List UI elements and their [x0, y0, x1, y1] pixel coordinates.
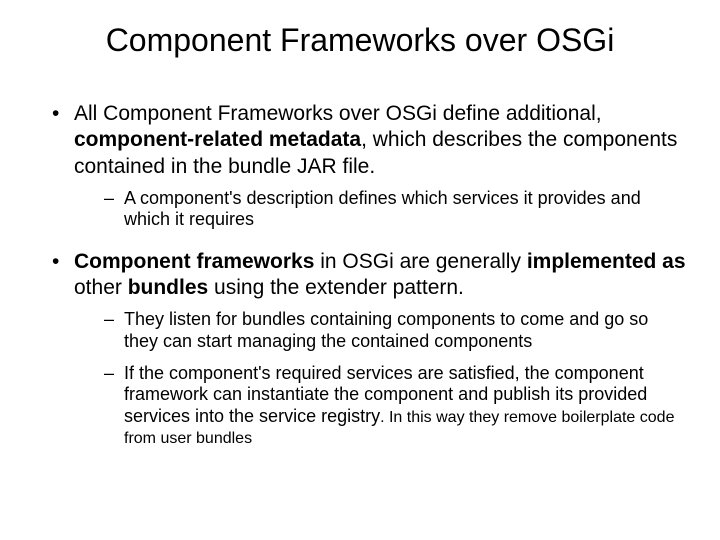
bullet-2-bold-1: Component frameworks — [74, 250, 314, 273]
bullet-2: Component frameworks in OSGi are general… — [48, 249, 686, 449]
bullet-2-sub-2: If the component's required services are… — [102, 363, 686, 449]
bullet-1-text-pre: All Component Frameworks over OSGi defin… — [74, 102, 602, 125]
bullet-2-bold-3: bundles — [128, 276, 209, 299]
bullet-2-sublist: They listen for bundles containing compo… — [74, 309, 686, 449]
slide: Component Frameworks over OSGi All Compo… — [0, 0, 720, 540]
bullet-1-bold: component-related metadata — [74, 128, 361, 151]
bullet-1-sublist: A component's description defines which … — [74, 188, 686, 231]
bullet-2-bold-2: implemented as — [527, 250, 686, 273]
bullet-2-post: using the extender pattern. — [208, 276, 464, 299]
bullet-1: All Component Frameworks over OSGi defin… — [48, 101, 686, 231]
bullet-2-sub-1: They listen for bundles containing compo… — [102, 309, 686, 352]
slide-title: Component Frameworks over OSGi — [34, 22, 686, 59]
bullet-2-mid-1: in OSGi are generally — [314, 250, 526, 273]
bullet-1-sub-1: A component's description defines which … — [102, 188, 686, 231]
bullet-2-mid-2: other — [74, 276, 128, 299]
bullet-list: All Component Frameworks over OSGi defin… — [34, 101, 686, 449]
